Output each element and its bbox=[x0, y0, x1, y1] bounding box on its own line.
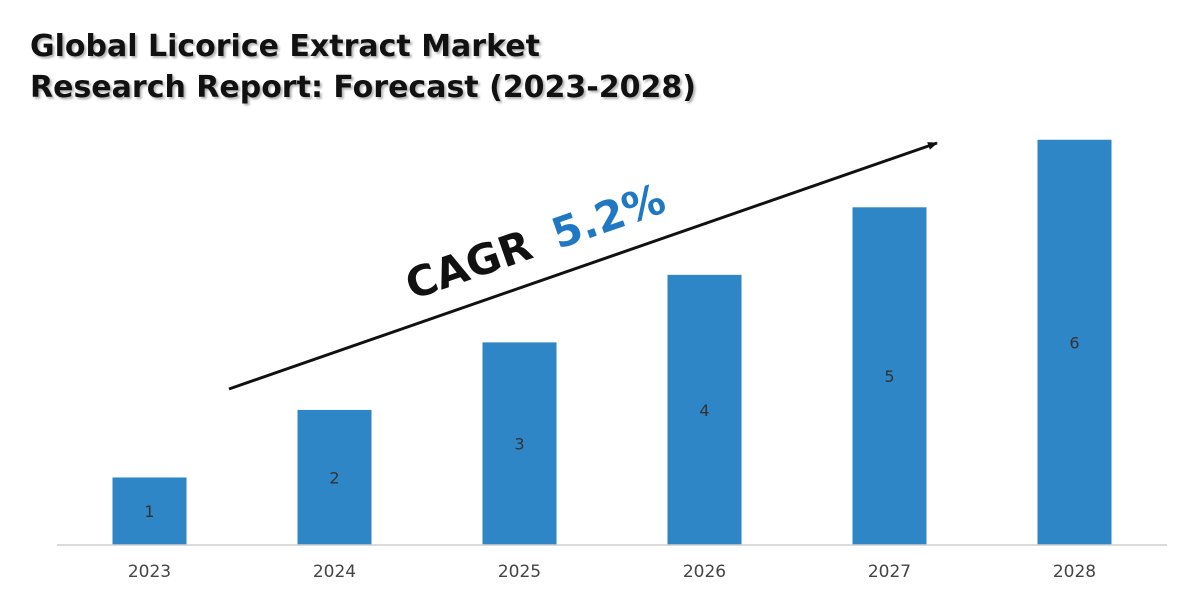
bar-2028 bbox=[1037, 139, 1112, 546]
x-tick-2027: 2027 bbox=[868, 562, 911, 582]
x-tick-2023: 2023 bbox=[128, 562, 171, 582]
cagr-annotation: CAGR 5.2% bbox=[399, 174, 671, 309]
data-label-2025: 3 bbox=[514, 435, 524, 454]
trend-arrow bbox=[228, 141, 938, 391]
x-tick-2024: 2024 bbox=[313, 562, 356, 582]
bar-2025 bbox=[482, 342, 557, 545]
bar-2026 bbox=[667, 274, 742, 545]
x-axis-ticks: 2023 2024 2025 2026 2027 2028 bbox=[128, 562, 1096, 582]
x-tick-2025: 2025 bbox=[498, 562, 541, 582]
data-label-2024: 2 bbox=[329, 468, 339, 487]
bar-2027 bbox=[852, 207, 927, 545]
data-label-2023: 1 bbox=[144, 502, 154, 521]
chart-title: Global Licorice Extract Market Research … bbox=[30, 26, 696, 108]
bar-2024 bbox=[297, 409, 372, 545]
data-label-2027: 5 bbox=[884, 367, 894, 386]
cagr-value: 5.2% bbox=[545, 174, 671, 259]
bar-2023 bbox=[112, 477, 187, 545]
data-label-2026: 4 bbox=[699, 401, 709, 420]
chart-title-line2: Research Report: Forecast (2023-2028) bbox=[30, 70, 696, 105]
x-tick-2026: 2026 bbox=[683, 562, 726, 582]
bars-group: 1 2 3 4 5 6 bbox=[112, 139, 1112, 546]
data-label-2028: 6 bbox=[1069, 333, 1079, 352]
chart-title-line1: Global Licorice Extract Market bbox=[30, 29, 540, 64]
x-tick-2028: 2028 bbox=[1053, 562, 1096, 582]
cagr-label: CAGR bbox=[399, 220, 538, 309]
